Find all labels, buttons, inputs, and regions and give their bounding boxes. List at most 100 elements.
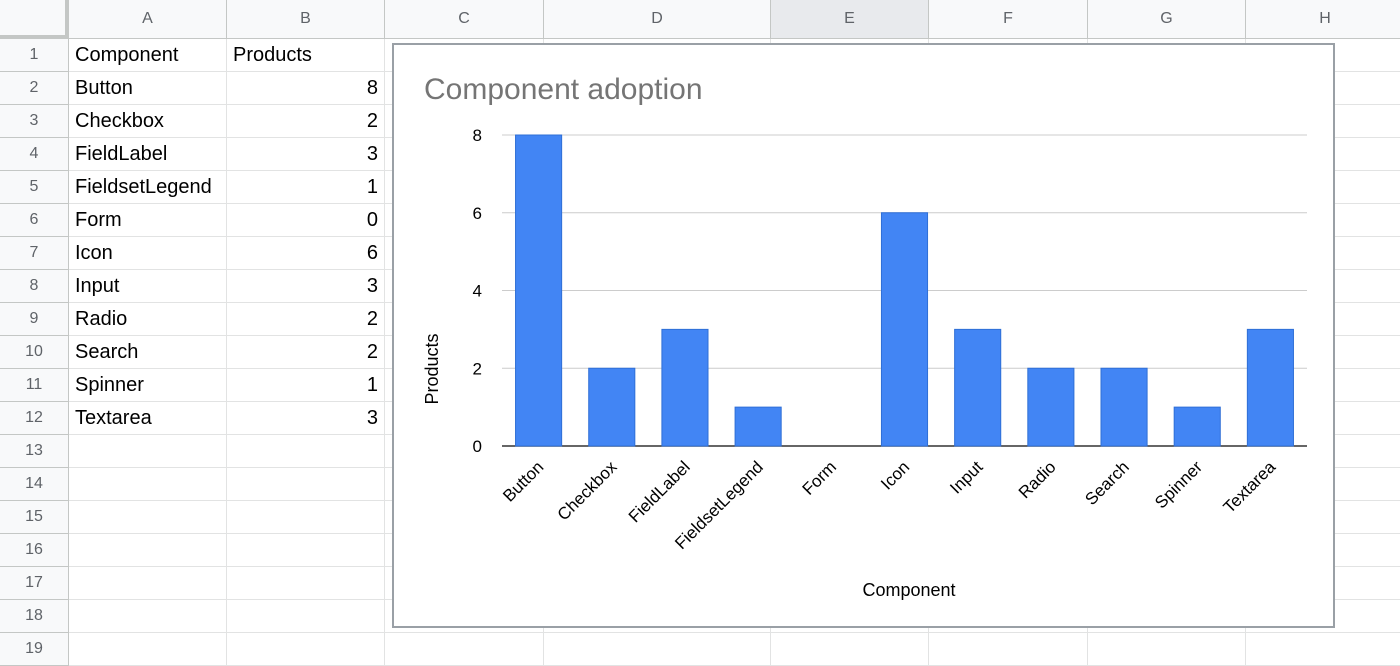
cell-b5[interactable]: 1 [227,171,385,204]
column-header-c[interactable]: C [385,0,544,39]
cell-a10[interactable]: Search [69,336,227,369]
cell-a18[interactable] [69,600,227,633]
cell-h19[interactable] [1246,633,1400,666]
cell-a4[interactable]: FieldLabel [69,138,227,171]
bar-chart: Component adoption Products Component 0 2… [422,73,1307,600]
cell-a2[interactable]: Button [69,72,227,105]
bar-textarea[interactable] [1246,328,1294,447]
row-header-10[interactable]: 10 [0,336,69,369]
cell-b7[interactable]: 6 [227,237,385,270]
row-header-5[interactable]: 5 [0,171,69,204]
x-tick-label: Form [799,457,840,498]
column-header-a[interactable]: A [69,0,227,39]
row-header-14[interactable]: 14 [0,468,69,501]
cell-e19[interactable] [771,633,929,666]
cell-b13[interactable] [227,435,385,468]
cell-c19[interactable] [385,633,544,666]
row-header-7[interactable]: 7 [0,237,69,270]
cell-b14[interactable] [227,468,385,501]
x-tick-label: Radio [1015,457,1060,502]
products-value: 3 [366,274,378,297]
cell-f19[interactable] [929,633,1088,666]
bar-icon[interactable] [880,212,929,447]
products-value: 2 [366,340,378,363]
x-tick-label: Icon [877,457,913,493]
row-header-17[interactable]: 17 [0,567,69,600]
column-header-h[interactable]: H [1246,0,1400,39]
cell-a8[interactable]: Input [69,270,227,303]
cell-a11[interactable]: Spinner [69,369,227,402]
cell-b15[interactable] [227,501,385,534]
cell-b3[interactable]: 2 [227,105,385,138]
component-name: Search [75,340,139,363]
cell-a9[interactable]: Radio [69,303,227,336]
bar-fieldsetlegend[interactable] [734,406,782,447]
products-value: 2 [366,307,378,330]
bar-radio[interactable] [1027,367,1075,447]
row-header-9[interactable]: 9 [0,303,69,336]
component-name: FieldsetLegend [75,175,212,198]
cell-b2[interactable]: 8 [227,72,385,105]
cell-a6[interactable]: Form [69,204,227,237]
cell-a12[interactable]: Textarea [69,402,227,435]
cell-a16[interactable] [69,534,227,567]
row-header-12[interactable]: 12 [0,402,69,435]
row-header-4[interactable]: 4 [0,138,69,171]
column-header-e[interactable]: E [771,0,929,39]
row-header-6[interactable]: 6 [0,204,69,237]
cell-a5[interactable]: FieldsetLegend [69,171,227,204]
cell-a14[interactable] [69,468,227,501]
bar-fieldlabel[interactable] [661,328,709,447]
products-value: 6 [366,241,378,264]
bar-input[interactable] [954,328,1002,447]
row-header-2[interactable]: 2 [0,72,69,105]
cell-b8[interactable]: 3 [227,270,385,303]
embedded-chart[interactable]: Component adoption Products Component 0 2… [392,43,1335,628]
row-header-19[interactable]: 19 [0,633,69,666]
column-header-d[interactable]: D [544,0,771,39]
cell-a7[interactable]: Icon [69,237,227,270]
y-tick-label: 6 [473,204,482,223]
cell-a1[interactable]: Component [69,39,227,72]
cell-b18[interactable] [227,600,385,633]
row-header-11[interactable]: 11 [0,369,69,402]
cell-b19[interactable] [227,633,385,666]
cell-b10[interactable]: 2 [227,336,385,369]
bar-spinner[interactable] [1173,406,1221,447]
bar-button[interactable] [515,134,563,447]
row-header-15[interactable]: 15 [0,501,69,534]
cell-a3[interactable]: Checkbox [69,105,227,138]
cell-b17[interactable] [227,567,385,600]
row-header-18[interactable]: 18 [0,600,69,633]
cell-b16[interactable] [227,534,385,567]
cell-a17[interactable] [69,567,227,600]
chart-title: Component adoption [424,73,703,106]
cell-b1[interactable]: Products [227,39,385,72]
column-header-b[interactable]: B [227,0,385,39]
cell-b4[interactable]: 3 [227,138,385,171]
x-axis-label: Component [862,580,955,600]
row-header-13[interactable]: 13 [0,435,69,468]
cell-b12[interactable]: 3 [227,402,385,435]
cell-a13[interactable] [69,435,227,468]
cell-b11[interactable]: 1 [227,369,385,402]
column-header-g[interactable]: G [1088,0,1246,39]
cell-b9[interactable]: 2 [227,303,385,336]
cell-d19[interactable] [544,633,771,666]
cell-a19[interactable] [69,633,227,666]
x-tick-label: Input [946,457,986,497]
bar-search[interactable] [1100,367,1148,447]
cell-a15[interactable] [69,501,227,534]
cell-g19[interactable] [1088,633,1246,666]
bar-checkbox[interactable] [588,367,636,447]
row-header-16[interactable]: 16 [0,534,69,567]
products-value: 8 [366,76,378,99]
row-header-1[interactable]: 1 [0,39,69,72]
cell-b6[interactable]: 0 [227,204,385,237]
column-header-f[interactable]: F [929,0,1088,39]
select-all-corner[interactable] [0,0,69,39]
component-name: Radio [75,307,128,330]
products-value: 1 [366,373,378,396]
row-header-8[interactable]: 8 [0,270,69,303]
row-header-3[interactable]: 3 [0,105,69,138]
